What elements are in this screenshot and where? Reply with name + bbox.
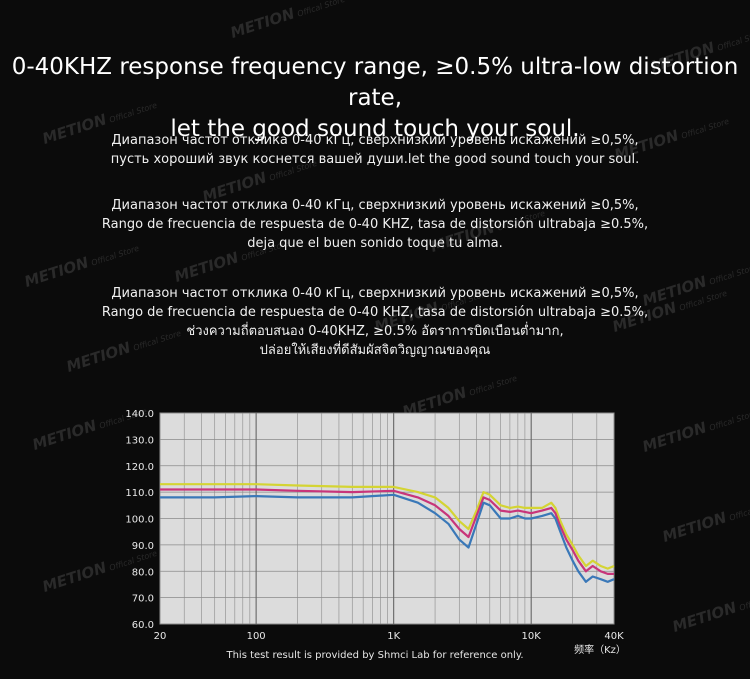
y-tick-label: 80.0 <box>132 567 154 578</box>
headline-line-2: let the good sound touch your soul. <box>170 116 580 142</box>
y-tick-label: 110.0 <box>125 488 154 499</box>
x-axis-label: 频率（Kz） <box>574 643 626 656</box>
paragraph-3: Диапазон частот отклика 0-40 кГц, сверхн… <box>0 284 750 360</box>
series-line-2 <box>160 488 614 575</box>
y-tick-label: 130.0 <box>125 435 154 446</box>
y-tick-label: 140.0 <box>125 409 154 420</box>
y-tick-label: 90.0 <box>132 541 154 552</box>
paragraph-3-line-1: Диапазон частот отклика 0-40 кГц, сверхн… <box>111 286 639 301</box>
x-tick-label: 40K <box>604 631 624 642</box>
headline-line-1: 0-40KHZ response frequency range, ≥0.5% … <box>11 54 739 111</box>
x-ticks: 20 100 1K 10K 40K <box>154 631 624 642</box>
series-line-1 <box>160 483 615 570</box>
series-lines <box>160 483 615 583</box>
y-tick-label: 60.0 <box>132 620 154 631</box>
headline: 0-40KHZ response frequency range, ≥0.5% … <box>0 52 750 145</box>
x-tick-label: 1K <box>387 631 400 642</box>
grid <box>159 412 615 625</box>
x-tick-label: 20 <box>154 631 167 642</box>
y-tick-label: 100.0 <box>125 515 154 526</box>
x-tick-label: 100 <box>247 631 266 642</box>
y-tick-label: 70.0 <box>132 594 154 605</box>
paragraph-1-line-2: пусть хороший звук коснется вашей души.l… <box>110 152 640 167</box>
paragraph-3-line-2: Rango de frecuencia de respuesta de 0-40… <box>101 305 649 320</box>
paragraph-1-line-1: Диапазон частот отклика 0-40 кГц, сверхн… <box>111 133 639 148</box>
y-tick-label: 120.0 <box>125 462 154 473</box>
x-tick-label: 10K <box>522 631 542 642</box>
paragraph-3-line-4: ปล่อยให้เสียงที่ดีสัมผัสจิตวิญญาณของคุณ <box>259 343 491 358</box>
caption: This test result is provided by Shmci La… <box>226 650 524 661</box>
paragraph-2: Диапазон частот отклика 0-40 кГц, сверхн… <box>0 196 750 253</box>
paragraph-2-line-1: Диапазон частот отклика 0-40 кГц, сверхн… <box>111 198 639 213</box>
paragraph-2-line-2: Rango de frecuencia de respuesta de 0-40… <box>101 217 649 232</box>
y-ticks: 60.0 70.0 80.0 90.0 100.0 110.0 120.0 130.0 140.… <box>125 409 154 631</box>
series-line-3 <box>160 493 615 583</box>
paragraph-3-line-3: ช่วงความถี่ตอบสนอง 0-40KHZ, ≥0.5% อัตราก… <box>186 324 564 339</box>
paragraph-1: Диапазон частот отклика 0-40 кГц, сверхн… <box>0 131 750 169</box>
paragraph-2-line-3: deja que el buen sonido toque tu alma. <box>247 236 503 251</box>
